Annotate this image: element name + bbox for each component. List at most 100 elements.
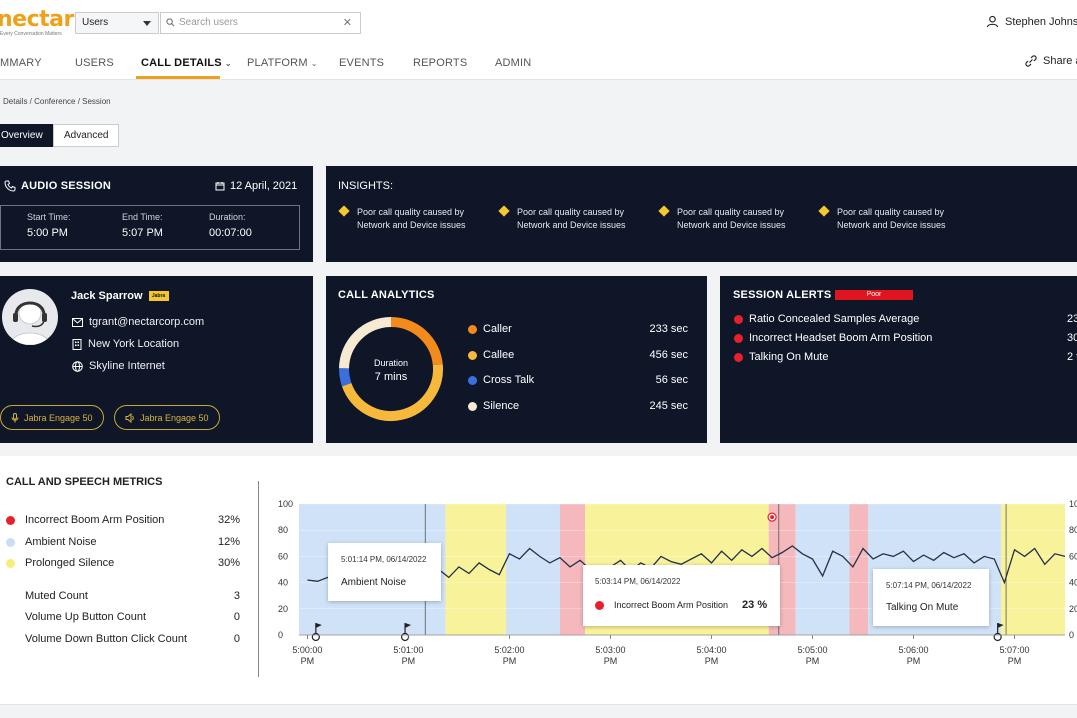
nav-reports[interactable]: REPORTS xyxy=(413,57,468,69)
tab-advanced[interactable]: Advanced xyxy=(53,124,120,147)
session-date: 12 April, 2021 xyxy=(215,180,297,192)
chart-band-ambient xyxy=(795,504,850,635)
legend-dot xyxy=(468,324,477,334)
x-tick-label: 5:03:00 xyxy=(595,645,625,655)
search-scope-value: Users xyxy=(82,17,109,28)
metric-count-volume-down: Volume Down Button Click Count 0 xyxy=(25,633,240,645)
calendar-icon xyxy=(215,182,225,191)
donut-slice-callee[interactable] xyxy=(341,364,443,421)
session-alerts-card: SESSION ALERTS Poor Ratio Concealed Samp… xyxy=(720,276,1077,443)
legend-dot xyxy=(595,600,604,610)
breadcrumb[interactable]: Details / Conference / Session xyxy=(3,97,111,106)
logo-text: nectar xyxy=(0,7,74,32)
profile-email[interactable]: tgrant@nectarcorp.com xyxy=(72,316,204,328)
share-button[interactable]: Share a xyxy=(1024,54,1077,68)
y-tick-label: 60 xyxy=(278,551,288,561)
x-tick-ampm: PM xyxy=(705,656,719,666)
donut-slice-caller[interactable] xyxy=(390,317,443,366)
y-tick-label-right: 0 xyxy=(1069,630,1074,640)
nectar-logo[interactable]: nectar Every Conversation Matters xyxy=(0,7,74,39)
search-input[interactable]: Search users ✕ xyxy=(160,12,361,34)
y-tick-label-right: 100 xyxy=(1069,499,1077,509)
search-scope-select[interactable]: Users xyxy=(75,12,159,34)
x-tick-ampm: PM xyxy=(1008,656,1022,666)
chart-band-boom xyxy=(559,504,586,635)
metric-legend-ambient: Ambient Noise 12% xyxy=(6,536,240,548)
x-tick-label: 5:07:00 xyxy=(999,645,1029,655)
call-analytics-card: CALL ANALYTICS Duration 7 mins Caller 233… xyxy=(326,276,707,443)
legend-dot xyxy=(6,537,15,547)
call-speech-metrics-panel: CALL AND SPEECH METRICS Incorrect Boom A… xyxy=(0,456,1077,704)
metric-count-muted: Muted Count 3 xyxy=(25,590,240,602)
nav-platform[interactable]: PLATFORM ⌄ xyxy=(247,57,318,69)
legend-dot xyxy=(6,515,15,525)
x-tick-label: 5:06:00 xyxy=(898,645,928,655)
y-tick-label-right: 80 xyxy=(1069,525,1077,535)
donut-center-label: Duration 7 mins xyxy=(373,358,409,383)
device-speaker-chip[interactable]: Jabra Engage 50 xyxy=(114,405,220,430)
warning-diamond-icon xyxy=(818,205,830,217)
search-placeholder: Search users xyxy=(179,17,238,28)
analytics-row-callee: Callee 456 sec xyxy=(468,349,688,361)
user-menu[interactable]: Stephen Johns xyxy=(986,15,1077,28)
chart-band-silence xyxy=(445,504,507,635)
mail-icon xyxy=(72,317,83,327)
nav-admin[interactable]: ADMIN xyxy=(495,57,532,69)
nav-summary[interactable]: MMARY xyxy=(0,57,42,69)
x-tick-ampm: PM xyxy=(907,656,921,666)
y-tick-label: 80 xyxy=(278,525,288,535)
tab-overview[interactable]: Overview xyxy=(0,124,53,147)
nav-call-details[interactable]: CALL DETAILS ⌄ xyxy=(141,57,232,69)
alert-dot xyxy=(734,333,743,343)
profile-isp: Skyline Internet xyxy=(72,360,165,372)
panel-divider xyxy=(258,481,259,677)
end-time: End Time: 5:07 PM xyxy=(122,212,163,239)
globe-icon xyxy=(72,360,83,372)
metric-legend-boom: Incorrect Boom Arm Position 32% xyxy=(6,514,240,526)
bottom-strip xyxy=(0,704,1077,718)
x-tick-label: 5:05:00 xyxy=(797,645,827,655)
clear-search-icon[interactable]: ✕ xyxy=(342,17,352,29)
duration-donut-chart xyxy=(339,317,443,421)
donut-slice-cross-talk[interactable] xyxy=(339,368,352,387)
caret-down-icon xyxy=(143,21,151,26)
x-tick-ampm: PM xyxy=(806,656,820,666)
x-tick-ampm: PM xyxy=(503,656,517,666)
speaker-icon xyxy=(125,412,134,423)
warning-diamond-icon xyxy=(498,205,510,217)
session-alerts-title: SESSION ALERTS xyxy=(733,289,832,301)
profile-location: New York Location xyxy=(72,338,179,350)
nav-events[interactable]: EVENTS xyxy=(339,57,385,69)
share-label: Share a xyxy=(1043,55,1077,67)
chart-band-silence xyxy=(1001,504,1065,635)
jabra-badge: Jabra xyxy=(148,291,169,301)
legend-dot xyxy=(468,401,477,411)
donut-slice-silence[interactable] xyxy=(339,317,392,369)
avatar xyxy=(2,289,58,345)
chevron-down-icon: ⌄ xyxy=(310,59,318,68)
y-tick-label-right: 60 xyxy=(1069,551,1077,561)
status-badge: Poor xyxy=(835,290,913,300)
insight-item: Poor call quality caused by Network and D… xyxy=(498,205,648,232)
insight-item: Poor call quality caused by Network and D… xyxy=(338,205,488,232)
insights-title: INSIGHTS: xyxy=(338,180,394,192)
x-tick-label: 5:01:00 xyxy=(393,645,423,655)
chart-tooltip-boom: 5:03:14 PM, 06/14/2022 Incorrect Boom Ar… xyxy=(583,565,780,626)
y-tick-label-right: 40 xyxy=(1069,578,1077,588)
top-bar: nectar Every Conversation Matters Users … xyxy=(0,0,1077,80)
y-tick-label: 40 xyxy=(278,578,288,588)
y-tick-label-right: 20 xyxy=(1069,604,1077,614)
device-microphone-chip[interactable]: Jabra Engage 50 xyxy=(0,405,104,430)
analytics-row-silence: Silence 245 sec xyxy=(468,400,688,412)
x-tick-label: 5:04:00 xyxy=(696,645,726,655)
nav-users[interactable]: USERS xyxy=(75,57,114,69)
audio-session-title: AUDIO SESSION xyxy=(4,180,111,192)
analytics-row-cross-talk: Cross Talk 56 sec xyxy=(468,374,688,386)
insight-item: Poor call quality caused by Network and D… xyxy=(658,205,808,232)
warning-diamond-icon xyxy=(338,205,350,217)
phone-icon xyxy=(4,180,16,192)
chevron-down-icon: ⌄ xyxy=(224,59,232,68)
